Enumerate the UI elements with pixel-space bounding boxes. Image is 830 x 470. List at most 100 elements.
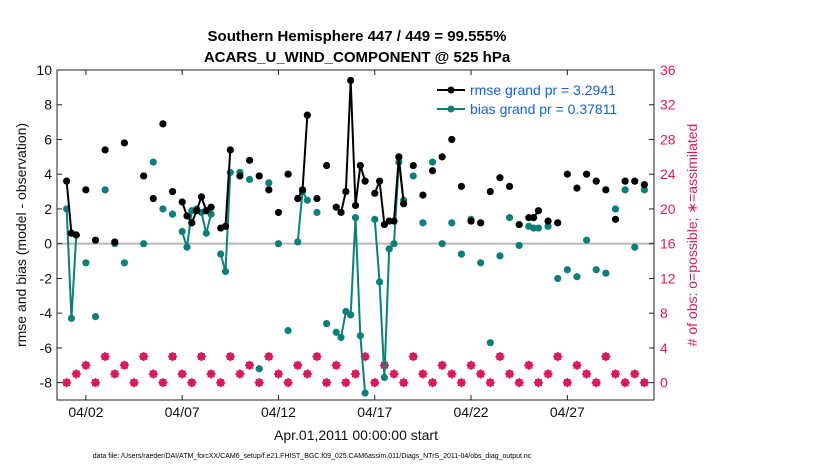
rmse-segment [224,149,232,227]
bias-point [640,186,648,194]
rmse-point [347,76,355,85]
obs-possible-marker [641,379,648,386]
obs-assimilated-marker [167,351,178,362]
obs-possible-marker [63,379,70,386]
bias-point [361,389,369,397]
obs-possible-marker [583,370,590,378]
obs-possible-marker [188,379,195,386]
bias-point [592,266,600,274]
obs-assimilated-star-core [496,353,504,361]
obs-assimilated-star-core [438,361,446,369]
rmse-point [298,186,307,194]
rmse-point [356,161,364,170]
rmse-point [477,219,485,227]
rmse-point [371,189,379,197]
rmse-point [284,170,292,178]
obs-possible-marker [564,379,571,386]
rmse-point [183,212,191,220]
rmse-point [221,222,230,230]
rmse-point [226,146,234,154]
bias-point [573,273,581,281]
obs-possible-marker [140,353,147,360]
right-tick-label: 16 [660,236,676,252]
bias-point [101,186,109,194]
right-axis-label: # of obs: o=possible; ∗=assimilated [684,124,700,347]
bias-point [313,208,321,217]
obs-possible-marker [439,362,446,369]
bias-segment [359,335,367,394]
chart-title-line1: Southern Hemisphere 447 / 449 = 99.555% [208,28,507,45]
obs-assimilated-marker [263,351,274,362]
right-tick-label: 20 [660,201,676,217]
obs-assimilated-star-core [236,370,244,378]
obs-assimilated-star-core [621,379,629,387]
x-tick-label: 04/02 [68,404,103,420]
obs-possible-marker [352,370,359,378]
obs-possible-marker [342,379,349,386]
rmse-point [140,172,148,180]
data-file-footer: data file: /Users/raeder/DAI/ATM_forcXX/… [93,453,532,460]
bias-point [140,240,148,248]
obs-assimilated-marker [446,368,457,379]
obs-possible-marker [400,379,407,386]
obs-assimilated-marker [225,351,236,362]
obs-assimilated-star-core [72,370,80,378]
bias-point [390,240,398,248]
obs-assimilated-star-core [477,370,485,378]
obs-possible-marker [207,370,215,378]
obs-assimilated-star-core [149,370,157,378]
obs-assimilated-star-core [352,370,359,378]
obs-possible-marker [602,353,609,360]
bias-point [371,215,379,223]
bias-point [448,219,456,227]
bias-point [149,158,157,166]
rmse-point [188,219,196,227]
obs-assimilated-star-core [188,379,196,387]
obs-assimilated-marker [292,360,303,371]
rmse-point [534,207,543,215]
obs-possible-marker [477,370,484,378]
obs-possible-marker [198,353,205,360]
rmse-point [245,156,254,164]
bias-point [255,365,263,373]
obs-possible-marker [217,379,224,386]
rmse-point [448,135,456,144]
obs-possible-marker [573,362,581,369]
bias-point [631,243,639,251]
rmse-point [505,182,514,190]
obs-assimilated-marker [610,368,621,379]
obs-assimilated-marker [80,360,91,371]
legend-rmse-label: rmse grand pr = 3.2941 [470,82,616,98]
obs-assimilated-marker [215,377,226,388]
obs-assimilated-star-core [323,379,331,387]
obs-assimilated-star-core [390,370,398,378]
obs-assimilated-star-core [284,379,292,387]
bias-segment [296,191,304,243]
rmse-point [294,194,302,203]
obs-assimilated-marker [312,351,322,362]
obs-assimilated-star-core [467,361,475,369]
bias-point [351,214,360,222]
rmse-point [400,200,408,208]
obs-assimilated-marker [109,368,120,379]
obs-assimilated-marker [206,368,217,379]
rmse-point [197,193,206,201]
legend: rmse grand pr = 3.2941 bias grand pr = 0… [430,78,648,120]
bias-point [419,219,427,227]
bias-point [457,250,466,258]
obs-assimilated-star-core [371,379,379,387]
bias-point [82,259,90,267]
obs-assimilated-star-core [246,361,254,369]
obs-assimilated-star-core [563,379,571,387]
rmse-point [631,177,639,185]
obs-possible-marker [304,370,311,378]
obs-possible-marker [371,379,378,386]
rmse-point [323,161,331,170]
obs-assimilated-star-core [63,379,71,387]
bias-point [265,179,273,187]
bias-point [582,236,591,244]
right-axis-ticks: 36 32 28 24 20 16 12 8 4 0 [649,62,676,391]
bias-point [563,266,571,274]
bias-segment [186,210,193,248]
